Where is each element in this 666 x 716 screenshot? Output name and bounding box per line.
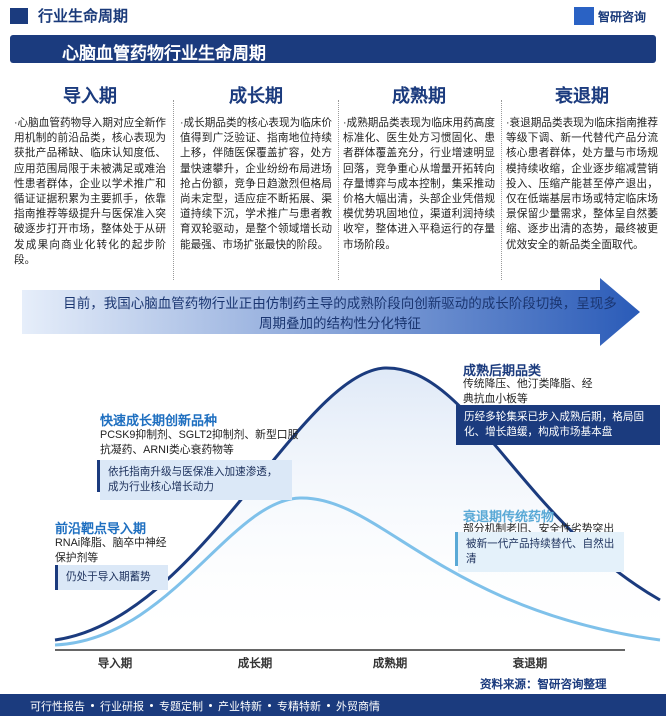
stage: 导入期 ·心脑血管药物导入期对应全新作用机制的前沿品类，核心表现为获批产品稀缺、临… <box>14 82 166 268</box>
stage-text: ·心脑血管药物导入期对应全新作用机制的前沿品类，核心表现为获批产品稀缺、临床认知… <box>14 117 166 266</box>
annotation-items: PCSK9抑制剂、SGLT2抑制剂、新型口服抗凝药、ARNI类心衰药物等 <box>100 429 299 456</box>
divider <box>501 100 502 280</box>
curve-fill <box>55 367 660 650</box>
footer-item: 可行性报告 <box>30 701 85 713</box>
footer-item: 外贸商情 <box>321 698 380 714</box>
annotation-note: 被新一代产品持续替代、自然出清 <box>458 532 624 572</box>
annotation-note: 依托指南升级与医保准入加速渗透，成为行业核心增长动力 <box>100 460 292 500</box>
footer-item: 产业特新 <box>203 698 262 714</box>
annotation-items: 传统降压、他汀类降脂、经典抗血小板等 <box>463 378 593 405</box>
stage-text: ·成长期品类的核心表现为临床价值得到广泛验证、指南地位持续上移，伴随医保覆盖扩容… <box>180 117 332 251</box>
title-bar <box>10 35 656 63</box>
annotation-title: 成熟后期品类 <box>463 363 542 378</box>
curve-main <box>54 366 661 642</box>
footer-items: 可行性报告 行业研报 专题定制 产业特新 专精特新 外贸商情 <box>30 698 380 714</box>
stage-name: 成熟期 <box>392 86 446 106</box>
note-bar <box>455 532 458 566</box>
stage-name: 导入期 <box>63 86 117 106</box>
stage-text: ·成熟期品类表现为临床用药高度标准化、医生处方习惯固化、患者群体覆盖充分，行业增… <box>343 117 495 251</box>
banner-text: 目前，我国心脑血管药物行业正由仿制药主导的成熟阶段向创新驱动的成长阶段切换，呈现… <box>63 296 617 331</box>
annotation-note: 历经多轮集采已步入成熟后期，格局固化、增长趋缓，构成市场基本盘 <box>456 405 660 445</box>
logo <box>574 7 594 25</box>
stage: 衰退期 ·衰退期品类表现为临床指南推荐等级下调、新一代替代产品分流核心患者群体，处… <box>506 82 658 253</box>
footer-item: 行业研报 <box>85 698 144 714</box>
x-label: 成长期 <box>237 658 273 670</box>
title: 心脑血管药物行业生命周期 <box>62 44 266 63</box>
stage-name: 成长期 <box>229 86 283 106</box>
note-bar <box>97 460 100 492</box>
curve-secondary <box>54 496 661 647</box>
annotation-title: 前沿靶点导入期 <box>55 521 147 536</box>
stage: 成熟期 ·成熟期品类表现为临床用药高度标准化、医生处方习惯固化、患者群体覆盖充分，… <box>343 82 495 253</box>
divider <box>173 100 174 280</box>
header-icon <box>10 8 28 24</box>
annotation-title: 衰退期传统药物 <box>463 509 555 524</box>
annotation-items: RNAi降脂、脑卒中神经保护剂等 <box>55 537 167 564</box>
footer-item: 专题定制 <box>144 698 203 714</box>
x-label: 导入期 <box>97 658 133 670</box>
annotation-title: 快速成长期创新品种 <box>100 413 218 428</box>
source: 资料来源：智研咨询整理 <box>480 679 607 691</box>
annotation-note: 仍处于导入期蓄势 <box>58 565 168 590</box>
stage-text: ·衰退期品类表现为临床指南推荐等级下调、新一代替代产品分流核心患者群体，处方量与… <box>506 117 658 251</box>
x-label: 成熟期 <box>372 658 408 670</box>
stage: 成长期 ·成长期品类的核心表现为临床价值得到广泛验证、指南地位持续上移，伴随医保覆… <box>180 82 332 253</box>
note-bar <box>55 565 58 590</box>
footer-item: 专精特新 <box>262 698 321 714</box>
section-label: 行业生命周期 <box>38 8 129 25</box>
x-label: 衰退期 <box>512 658 548 670</box>
banner-arrow <box>22 278 640 346</box>
brand: 智研咨询 <box>598 10 647 24</box>
divider <box>338 100 339 280</box>
stage-name: 衰退期 <box>555 86 609 106</box>
